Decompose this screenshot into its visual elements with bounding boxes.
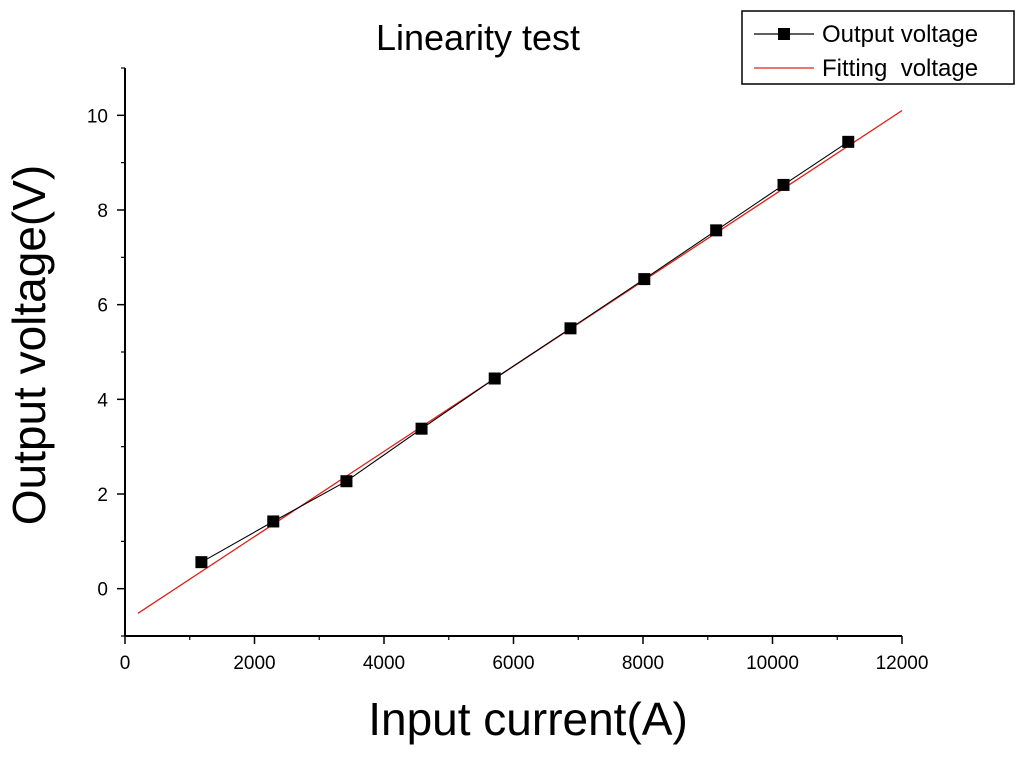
y-tick-label: 10: [87, 106, 108, 127]
x-tick-label: 12000: [876, 653, 929, 674]
output-voltage-point: [777, 178, 790, 191]
y-tick-label: 6: [97, 296, 108, 317]
axes: [124, 68, 902, 637]
output-voltage-point: [842, 135, 855, 148]
legend-fitting-label: Fitting voltage: [822, 55, 978, 82]
y-axis-label: Output voltage(V): [3, 165, 55, 526]
output-voltage-point: [340, 475, 353, 488]
output-voltage-point: [415, 422, 428, 435]
legend-output-marker: [778, 28, 790, 40]
axis-ticks: 0 2000 4000 6000 8000 10000 12000 0 2 4 6 8 10: [87, 67, 929, 674]
x-axis-label: Input current(A): [368, 693, 688, 745]
output-voltage-line: [201, 141, 849, 563]
x-tick-label: 4000: [363, 653, 405, 674]
series-group: [137, 110, 903, 614]
legend-box: [741, 10, 1015, 85]
output-voltage-point: [488, 372, 501, 385]
legend-output-label: Output voltage: [822, 21, 978, 48]
output-voltage-point: [710, 224, 723, 237]
x-tick-label: 0: [120, 653, 131, 674]
chart-title: Linearity test: [376, 17, 580, 58]
output-voltage-point: [267, 515, 280, 528]
y-tick-label: 8: [97, 201, 108, 222]
y-tick-label: 2: [97, 485, 108, 506]
legend: Output voltage Fitting voltage: [741, 10, 1015, 85]
output-voltage-point: [638, 273, 651, 286]
x-tick-label: 10000: [746, 653, 799, 674]
x-tick-label: 8000: [622, 653, 664, 674]
output-voltage-point: [195, 556, 208, 569]
y-tick-label: 4: [97, 390, 108, 411]
output-voltage-point: [564, 322, 577, 335]
x-tick-label: 2000: [233, 653, 275, 674]
x-tick-label: 6000: [492, 653, 534, 674]
y-tick-label: 0: [97, 580, 108, 601]
